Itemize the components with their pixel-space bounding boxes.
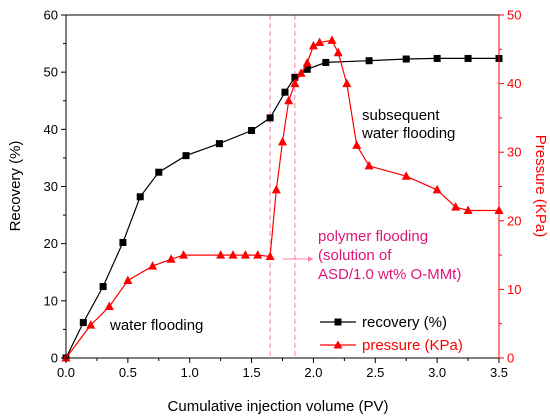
data-point-pressure bbox=[179, 250, 189, 259]
legend-item-recovery: recovery (%) bbox=[320, 314, 447, 331]
y-right-tick-label: 30 bbox=[507, 145, 521, 160]
data-point-recovery bbox=[433, 54, 441, 62]
data-point-pressure bbox=[166, 254, 176, 263]
data-point-pressure bbox=[86, 320, 96, 329]
data-point-pressure bbox=[333, 47, 343, 57]
data-point-pressure bbox=[327, 35, 337, 44]
annotation-subsequent-water-flooding: subsequent water flooding bbox=[361, 107, 455, 142]
y-left-tick-label: 40 bbox=[44, 122, 58, 137]
y-right-tick-label: 40 bbox=[507, 76, 521, 91]
x-axis-title: Cumulative injection volume (PV) bbox=[168, 398, 389, 415]
x-tick-label: 0.5 bbox=[119, 365, 137, 380]
data-point-pressure bbox=[240, 250, 250, 259]
y-right-tick-label: 20 bbox=[507, 213, 521, 228]
data-point-pressure bbox=[265, 251, 275, 260]
y-left-tick-label: 0 bbox=[51, 351, 58, 366]
data-point-pressure bbox=[315, 37, 325, 46]
data-point-pressure bbox=[296, 68, 306, 77]
data-point-recovery bbox=[136, 193, 144, 201]
x-tick-label: 1.0 bbox=[181, 365, 199, 380]
data-point-recovery bbox=[464, 54, 472, 62]
y-left-tick-label: 50 bbox=[44, 65, 58, 80]
y-left-tick-label: 20 bbox=[44, 236, 58, 251]
series-layer bbox=[61, 35, 504, 362]
data-point-pressure bbox=[342, 78, 352, 88]
y-left-tick-label: 30 bbox=[44, 179, 58, 194]
data-point-recovery bbox=[79, 319, 87, 327]
data-point-pressure bbox=[302, 58, 312, 67]
data-point-pressure bbox=[290, 78, 300, 88]
annotation-line: water flooding bbox=[109, 317, 203, 334]
annotation-line: (solution of bbox=[318, 247, 392, 264]
annotation-water-flooding: water flooding bbox=[109, 317, 203, 334]
legend: recovery (%) pressure (KPa) bbox=[320, 314, 463, 354]
data-point-recovery bbox=[119, 239, 127, 247]
data-point-pressure bbox=[432, 184, 442, 194]
x-tick-label: 3.5 bbox=[490, 365, 508, 380]
data-point-pressure bbox=[228, 250, 238, 259]
data-point-pressure bbox=[463, 205, 473, 215]
annotation-line: ASD/1.0 wt% O-MMt) bbox=[318, 266, 461, 283]
data-point-recovery bbox=[402, 55, 410, 63]
data-point-recovery bbox=[281, 88, 289, 96]
annotation-line: water flooding bbox=[361, 125, 455, 142]
legend-label-recovery: recovery (%) bbox=[362, 314, 447, 331]
y-left-tick-label: 60 bbox=[44, 8, 58, 23]
data-point-recovery bbox=[248, 126, 256, 134]
data-point-pressure bbox=[451, 202, 461, 211]
data-point-pressure bbox=[278, 136, 287, 146]
x-tick-label: 0.0 bbox=[57, 365, 75, 380]
phase-divider-lines bbox=[269, 15, 296, 358]
data-point-pressure bbox=[104, 301, 114, 311]
legend-marker-triangle bbox=[333, 340, 343, 349]
data-point-pressure bbox=[271, 184, 281, 194]
x-tick-label: 2.5 bbox=[366, 365, 384, 380]
annotation-line: subsequent bbox=[362, 107, 440, 124]
x-tick-label: 1.5 bbox=[243, 365, 261, 380]
y-right-tick-label: 0 bbox=[507, 351, 514, 366]
data-point-recovery bbox=[291, 73, 299, 81]
y-right-axis-title: Pressure (KPa) bbox=[532, 135, 549, 238]
annotation-arrow-head bbox=[308, 256, 313, 262]
data-point-pressure bbox=[308, 40, 318, 50]
data-point-pressure bbox=[123, 275, 133, 284]
x-tick-label: 2.0 bbox=[304, 365, 322, 380]
data-point-pressure bbox=[352, 140, 362, 149]
data-point-recovery bbox=[266, 114, 274, 122]
data-point-recovery bbox=[182, 152, 190, 160]
annotation-line: polymer flooding bbox=[318, 228, 428, 245]
data-point-pressure bbox=[364, 160, 374, 170]
data-point-recovery bbox=[322, 58, 330, 66]
data-point-recovery bbox=[303, 65, 311, 73]
y-left-axis-title: Recovery (%) bbox=[7, 141, 24, 232]
data-point-pressure bbox=[148, 261, 158, 270]
y-right-tick-label: 10 bbox=[507, 282, 521, 297]
data-point-recovery bbox=[155, 168, 163, 176]
legend-marker-square bbox=[334, 318, 342, 326]
data-point-recovery bbox=[365, 57, 373, 65]
legend-label-pressure: pressure (KPa) bbox=[362, 337, 463, 354]
data-point-recovery bbox=[99, 283, 107, 291]
axes-layer: 0.0 0.5 1.0 1.5 2.0 2.5 3.0 3.50102030405060010… bbox=[44, 8, 522, 381]
data-point-recovery bbox=[215, 140, 223, 148]
annotation-polymer-flooding: polymer flooding (solution of ASD/1.0 wt… bbox=[318, 228, 461, 283]
y-left-tick-label: 10 bbox=[44, 293, 58, 308]
series-line-pressure bbox=[65, 39, 499, 359]
data-point-pressure bbox=[253, 250, 263, 259]
data-point-pressure bbox=[401, 171, 411, 180]
data-point-pressure bbox=[216, 250, 226, 259]
data-point-pressure bbox=[284, 95, 294, 105]
x-tick-label: 3.0 bbox=[428, 365, 446, 380]
y-right-tick-label: 50 bbox=[507, 8, 521, 23]
legend-item-pressure: pressure (KPa) bbox=[320, 337, 463, 354]
